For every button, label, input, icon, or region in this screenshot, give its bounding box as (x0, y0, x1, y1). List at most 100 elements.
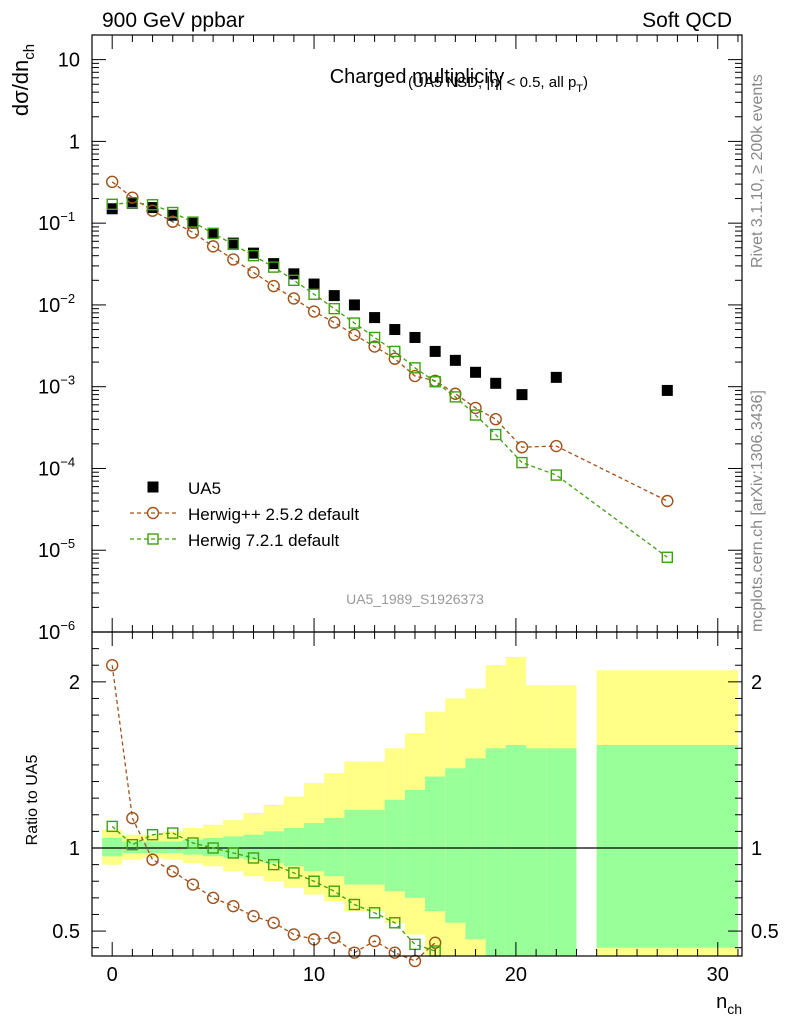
main-data-point (489, 413, 502, 426)
ratio-y-tick-label-right: 2 (751, 672, 762, 694)
main-data-point (368, 331, 381, 344)
main-data-point (661, 551, 674, 563)
main-data-point (550, 469, 562, 481)
ratio-data-point (167, 827, 179, 839)
ratio-data-point (288, 867, 300, 879)
x-axis-label: nch (716, 991, 742, 1017)
main-data-point (105, 175, 119, 189)
main-data-point (308, 288, 320, 300)
ratio-y-tick-label-right: 0.5 (751, 921, 779, 943)
xlabel-text: n (716, 991, 727, 1013)
main-data-point (166, 215, 179, 228)
mcplots-reference-label: mcplots.cern.ch [arXiv:1306.3436] (749, 390, 766, 632)
ratio-data-point (207, 842, 219, 854)
main-data-point (409, 331, 421, 343)
main-data-point (227, 237, 239, 249)
tick-exponent: −3 (60, 373, 75, 388)
main-data-point (167, 209, 179, 221)
ratio-data-point (368, 907, 381, 919)
ratio-data-point (409, 938, 421, 951)
tick-base: 10 (38, 540, 60, 562)
tick-exponent: −6 (60, 618, 75, 633)
main-data-point (516, 389, 528, 401)
ratio-data-point (227, 899, 240, 913)
ratio-inner-band (102, 838, 123, 857)
tick-exponent: −1 (60, 209, 75, 224)
main-data-point (449, 391, 462, 403)
main-y-tick-label: 10−5 (38, 536, 75, 562)
main-data-point (449, 354, 461, 366)
main-data-point (550, 371, 562, 383)
ratio-data-point (187, 837, 199, 849)
main-y-tick-label: 10 (58, 50, 80, 72)
ratio-data-point (186, 878, 200, 891)
analysis-watermark: UA5_1989_S1926373 (346, 591, 484, 607)
main-data-point (661, 494, 674, 508)
main-data-point (328, 316, 341, 329)
main-data-point (206, 240, 220, 253)
main-data-point (429, 345, 441, 357)
main-y-tick-label: 10−2 (38, 291, 75, 317)
legend-marker (147, 481, 159, 493)
ratio-inner-band (344, 809, 365, 885)
tick-exponent: −2 (60, 291, 75, 306)
ratio-inner-band (425, 776, 446, 912)
main-data-point (368, 340, 381, 353)
main-series-lines (111, 181, 668, 558)
ratio-uncertainty-bands (102, 656, 738, 956)
main-data-point (516, 456, 528, 469)
main-data-point (389, 324, 401, 336)
ratio-data-point (308, 875, 320, 887)
ratio-data-point (328, 885, 340, 897)
x-tick-label: 10 (303, 964, 325, 986)
main-y-tick-label: 10−6 (38, 618, 75, 644)
tick-exponent: −4 (60, 454, 75, 469)
ratio-inner-band (404, 789, 426, 898)
legend-label: UA5 (188, 479, 221, 498)
main-data-point (147, 202, 159, 214)
ylabel-subscript: ch (21, 44, 38, 60)
ratio-data-point (348, 946, 361, 959)
header-right-label: Soft QCD (642, 9, 732, 32)
x-tick-label: 30 (707, 964, 729, 986)
main-data-point (490, 377, 502, 389)
main-data-point (408, 369, 422, 383)
tick-exponent: −5 (60, 536, 75, 551)
ratio-inner-band (384, 799, 405, 892)
ratio-plot-frame (91, 631, 743, 957)
rivet-version-label: Rivet 3.1.10, ≥ 200k events (749, 74, 766, 268)
main-data-point (469, 409, 482, 421)
main-data-point (247, 247, 259, 259)
main-data-point (167, 206, 179, 219)
ratio-inner-band (596, 744, 738, 948)
xlabel-subscript: ch (727, 1001, 742, 1017)
main-data-point (227, 238, 240, 251)
main-y-tick-label: 10−3 (38, 373, 75, 399)
main-data-point (348, 299, 360, 311)
legend-marker (146, 506, 160, 520)
legend-marker (147, 533, 159, 545)
ratio-data-point (166, 865, 179, 878)
ylabel-text: dσ/dn (8, 60, 33, 116)
ratio-data-point (227, 847, 240, 859)
tick-base: 10 (38, 377, 60, 399)
main-data-point (348, 328, 361, 342)
ratio-inner-band (546, 748, 577, 956)
x-tick-label: 0 (107, 964, 118, 986)
tick-base: 10 (38, 622, 60, 644)
main-data-point (409, 362, 421, 374)
ratio-series-line (111, 665, 436, 962)
ratio-inner-band (465, 758, 486, 940)
chart-subtitle: (UA5 NSD, |η| < 0.5, all pT) (408, 74, 588, 95)
ratio-inner-band (263, 831, 284, 863)
ratio-data-point (146, 853, 159, 866)
main-data-point (187, 216, 199, 228)
main-data-point (389, 345, 401, 358)
ratio-data-point (389, 917, 401, 929)
main-data-point (490, 428, 502, 441)
main-data-point (247, 249, 260, 262)
main-y-tick-label: 10−1 (38, 209, 75, 235)
main-data-point (328, 290, 340, 302)
main-data-point (429, 376, 441, 388)
